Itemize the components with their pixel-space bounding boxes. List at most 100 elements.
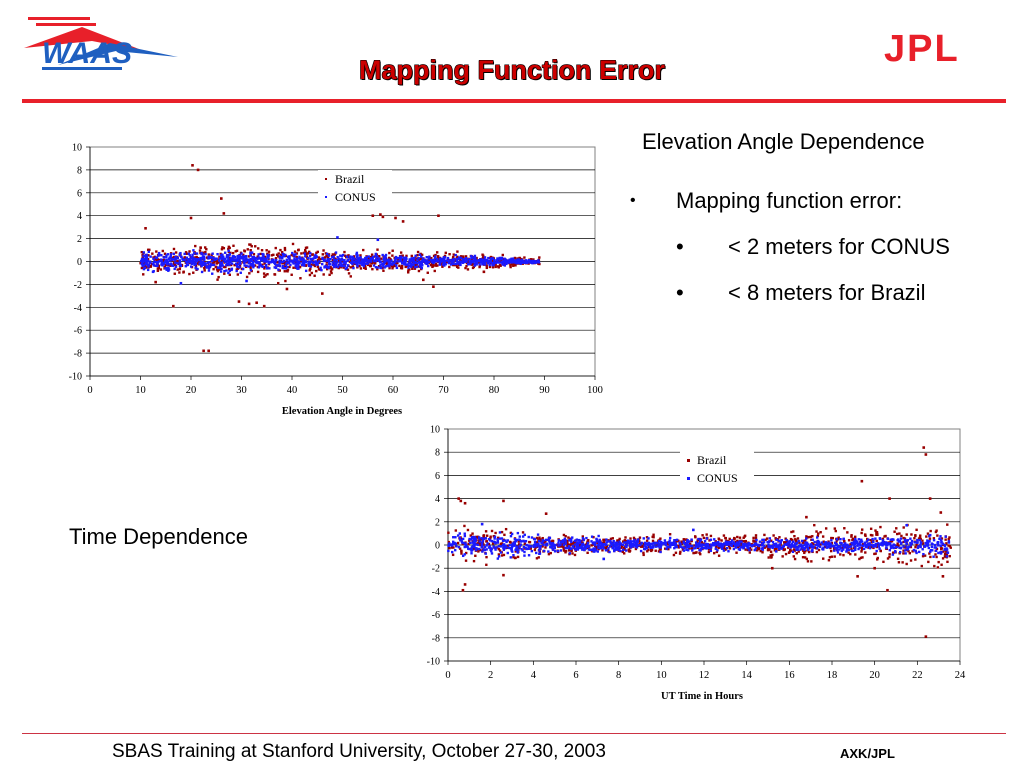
data-point [530, 549, 534, 553]
data-point [608, 550, 611, 554]
data-point [494, 261, 498, 264]
data-point [470, 546, 474, 549]
data-point [737, 543, 741, 546]
data-point [489, 257, 493, 260]
data-point [713, 544, 717, 547]
data-point [522, 539, 525, 543]
data-point [582, 543, 585, 547]
data-point [268, 267, 271, 270]
data-point [451, 263, 455, 267]
data-point [748, 551, 752, 554]
data-point [535, 545, 538, 548]
data-point [195, 256, 198, 259]
data-point [804, 543, 807, 546]
data-point [381, 262, 384, 266]
data-point [140, 266, 144, 270]
data-point [398, 264, 401, 268]
data-point [375, 257, 378, 261]
data-point [787, 551, 791, 554]
data-point [875, 549, 878, 553]
elevation-heading: Elevation Angle Dependence [642, 129, 925, 154]
data-point [472, 559, 476, 563]
data-point [460, 549, 463, 553]
data-point [519, 543, 522, 546]
data-point [323, 256, 327, 259]
data-point [304, 249, 307, 252]
data-point [493, 535, 497, 539]
data-point [571, 541, 574, 545]
data-point [203, 256, 206, 260]
data-point [902, 536, 905, 540]
data-point [203, 262, 207, 265]
data-point [782, 545, 785, 549]
data-point [816, 543, 820, 547]
data-point [141, 261, 145, 264]
data-point [301, 263, 304, 267]
data-point [470, 262, 474, 266]
data-point [305, 255, 308, 258]
data-point [186, 260, 189, 264]
data-point [697, 542, 701, 545]
data-point [778, 543, 781, 546]
data-point [401, 259, 404, 262]
data-point [709, 549, 713, 552]
data-point [813, 523, 816, 527]
data-point [414, 261, 418, 264]
data-point [263, 266, 266, 269]
data-point [767, 556, 770, 559]
data-point [251, 262, 254, 265]
data-point [474, 257, 477, 260]
data-point [346, 268, 350, 271]
data-point [476, 543, 480, 547]
data-point [455, 545, 458, 548]
data-point [654, 542, 657, 545]
data-point [736, 545, 739, 549]
data-point [267, 250, 271, 253]
data-point [254, 245, 257, 248]
data-point [705, 543, 708, 546]
data-point [902, 552, 905, 555]
data-point [438, 263, 442, 266]
data-point [337, 257, 340, 260]
data-point [464, 551, 468, 555]
data-point [833, 527, 837, 530]
data-point [861, 556, 864, 559]
data-point [147, 254, 150, 257]
data-point [809, 535, 812, 539]
data-point [754, 536, 758, 540]
data-point [455, 257, 459, 261]
data-point [154, 264, 157, 268]
data-point [929, 529, 932, 533]
data-point [947, 538, 950, 541]
data-point [426, 271, 429, 274]
data-point [385, 261, 388, 265]
data-point [690, 547, 694, 550]
data-point [464, 259, 467, 262]
data-point [189, 216, 193, 220]
data-point [709, 538, 713, 542]
data-point [906, 547, 910, 550]
data-point [717, 546, 720, 550]
data-point [488, 265, 492, 269]
legend-marker-brazil [687, 459, 690, 462]
data-point [292, 266, 295, 269]
data-point [288, 265, 291, 269]
data-point [369, 258, 373, 261]
data-point [572, 546, 575, 550]
data-point [335, 266, 338, 269]
data-point [393, 259, 397, 262]
data-point [394, 260, 397, 264]
data-point [314, 255, 318, 258]
data-point [419, 265, 422, 268]
data-point [156, 260, 160, 264]
data-point [822, 557, 825, 560]
data-point [479, 542, 482, 546]
data-point [507, 261, 510, 264]
data-point [198, 258, 201, 261]
data-point [235, 269, 238, 273]
data-point [766, 540, 769, 544]
data-point [251, 257, 254, 260]
data-point [564, 535, 567, 538]
data-point [935, 555, 938, 559]
data-point [344, 267, 348, 271]
